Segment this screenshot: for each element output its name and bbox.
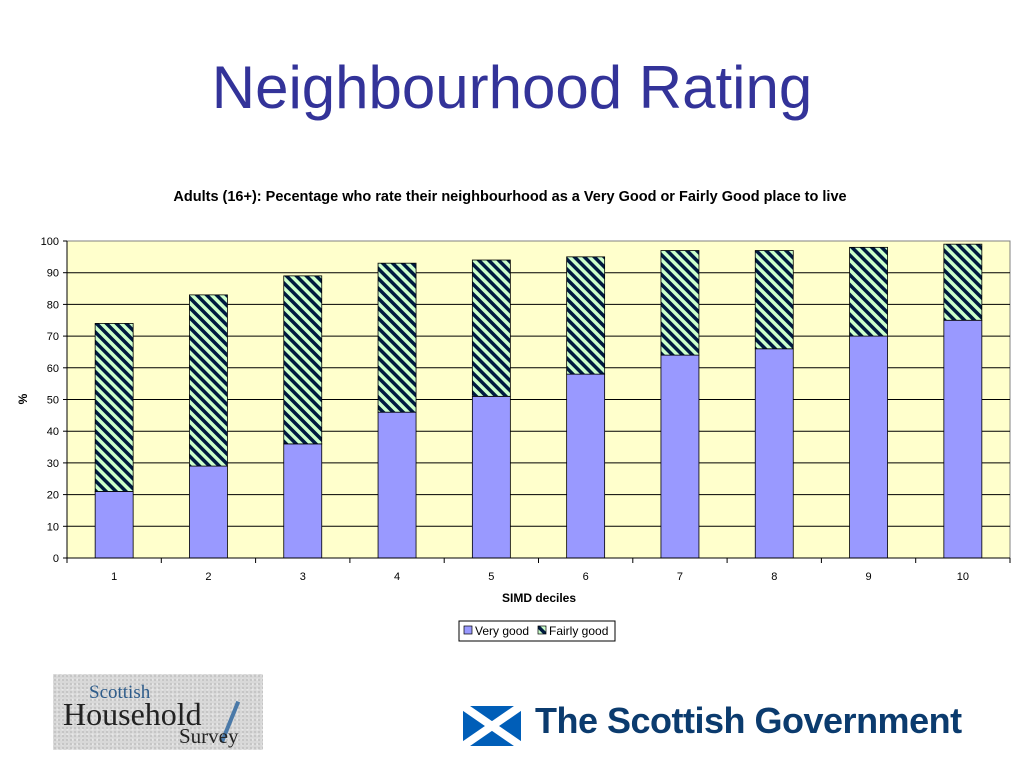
- bar-very-good-1: [94, 491, 134, 559]
- bar-very-good-2: [189, 465, 228, 559]
- bar-very-good-6: [566, 373, 606, 559]
- y-tick-label: 20: [47, 490, 59, 502]
- bar-very-good-3: [283, 443, 323, 559]
- scottish-government-logo: The Scottish Government: [463, 700, 983, 748]
- x-tick-label: 8: [771, 571, 777, 583]
- shs-logo-line-2: Household: [63, 696, 202, 732]
- y-tick-label: 30: [47, 458, 59, 470]
- legend-box: [458, 620, 616, 642]
- x-tick-label: 10: [957, 571, 969, 583]
- bar-very-good-4: [377, 411, 417, 559]
- y-tick-label: 70: [47, 331, 59, 343]
- x-tick-label: 1: [111, 571, 117, 583]
- scottish-government-wordmark: The Scottish Government: [535, 700, 962, 741]
- bar-fairly-good-2: [189, 294, 228, 467]
- legend-swatch-fairly-good: [537, 625, 547, 635]
- legend-swatch-very-good: [463, 625, 473, 635]
- bar-fairly-good-5: [471, 259, 511, 397]
- x-axis-label: SIMD deciles: [502, 591, 576, 605]
- stacked-bar-chart: Adults (16+): Pecentage who rate their n…: [16, 189, 1011, 642]
- shs-logo-line-3: Survey: [179, 724, 239, 748]
- y-tick-label: 0: [53, 553, 59, 565]
- bar-fairly-good-1: [94, 323, 134, 492]
- x-axis: 1 2 3 4 5 6 7 8 9 10: [66, 557, 1011, 583]
- bar-very-good-10: [943, 319, 983, 559]
- y-axis-label: %: [16, 393, 30, 404]
- y-tick-label: 60: [47, 363, 59, 375]
- legend-label-very-good: Very good: [475, 624, 529, 638]
- bar-fairly-good-10: [943, 243, 983, 321]
- x-tick-label: 3: [300, 571, 306, 583]
- x-tick-label: 9: [865, 571, 871, 583]
- bar-very-good-8: [754, 348, 794, 559]
- x-tick-label: 2: [205, 571, 211, 583]
- y-axis: 0 10 20 30 40 50 60 70 80 90 100: [41, 236, 68, 565]
- x-tick-label: 7: [677, 571, 683, 583]
- saltire-flag-icon: [463, 706, 521, 746]
- bar-fairly-good-9: [849, 246, 888, 337]
- scottish-household-survey-logo: Scottish Household Survey: [53, 674, 263, 750]
- x-tick-label: 6: [583, 571, 589, 583]
- y-tick-label: 90: [47, 268, 59, 280]
- y-tick-label: 40: [47, 426, 59, 438]
- y-tick-label: 10: [47, 521, 59, 533]
- bar-very-good-5: [471, 395, 511, 559]
- bars: [94, 243, 983, 559]
- slide-title: Neighbourhood Rating: [211, 54, 813, 121]
- x-tick-label: 5: [488, 571, 494, 583]
- bar-fairly-good-3: [283, 275, 323, 445]
- bar-very-good-7: [660, 354, 700, 559]
- bar-fairly-good-6: [566, 256, 606, 375]
- bar-very-good-9: [849, 335, 888, 559]
- y-tick-label: 50: [47, 395, 59, 407]
- shs-logo-line-1: Scottish: [89, 682, 151, 703]
- bar-fairly-good-4: [377, 262, 417, 413]
- bar-fairly-good-8: [754, 250, 794, 350]
- legend: Very good Fairly good: [458, 620, 616, 642]
- y-tick-label: 80: [47, 299, 59, 311]
- bar-fairly-good-7: [660, 250, 700, 356]
- x-tick-label: 4: [394, 571, 400, 583]
- chart-title: Adults (16+): Pecentage who rate their n…: [173, 189, 846, 205]
- y-tick-label: 100: [41, 236, 59, 248]
- legend-label-fairly-good: Fairly good: [549, 624, 608, 638]
